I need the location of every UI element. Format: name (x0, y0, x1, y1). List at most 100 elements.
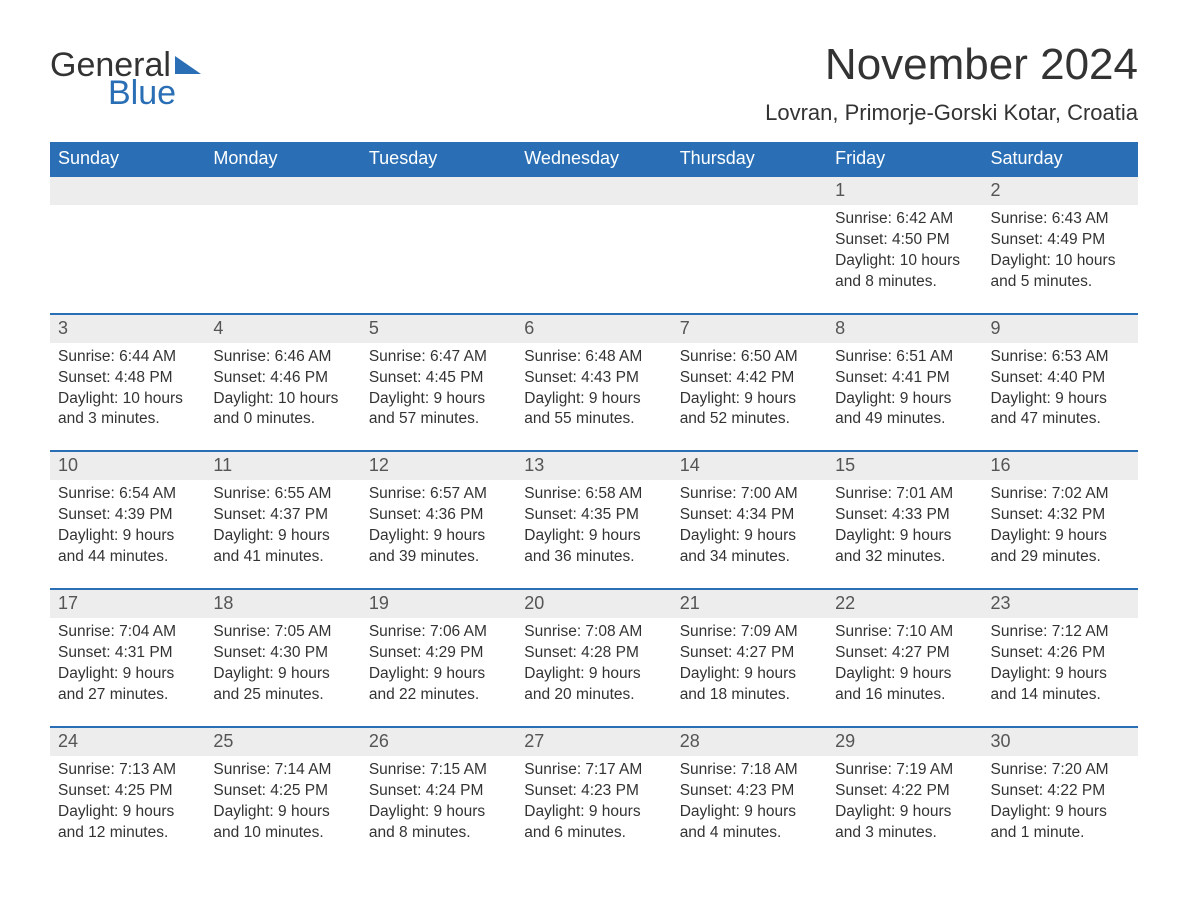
day-line-sunrise: Sunrise: 6:57 AM (369, 484, 508, 505)
day-line-day2: and 10 minutes. (213, 823, 352, 844)
day-line-day2: and 57 minutes. (369, 409, 508, 430)
day-line-sunset: Sunset: 4:22 PM (835, 781, 974, 802)
day-line-sunrise: Sunrise: 7:20 AM (991, 760, 1130, 781)
day-line-sunrise: Sunrise: 6:54 AM (58, 484, 197, 505)
day-line-day1: Daylight: 9 hours (991, 802, 1130, 823)
logo-word-blue: Blue (108, 76, 201, 110)
day-cell: 17Sunrise: 7:04 AMSunset: 4:31 PMDayligh… (50, 590, 205, 712)
day-number: 6 (516, 315, 671, 343)
day-number: 16 (983, 452, 1138, 480)
day-line-day1: Daylight: 9 hours (58, 526, 197, 547)
day-number: 11 (205, 452, 360, 480)
day-cell: 21Sunrise: 7:09 AMSunset: 4:27 PMDayligh… (672, 590, 827, 712)
day-line-day2: and 8 minutes. (369, 823, 508, 844)
dow-thursday: Thursday (672, 142, 827, 177)
day-body: Sunrise: 7:15 AMSunset: 4:24 PMDaylight:… (361, 756, 516, 850)
day-number: 1 (827, 177, 982, 205)
week-row: 10Sunrise: 6:54 AMSunset: 4:39 PMDayligh… (50, 450, 1138, 574)
day-line-day1: Daylight: 9 hours (524, 526, 663, 547)
day-body: Sunrise: 6:57 AMSunset: 4:36 PMDaylight:… (361, 480, 516, 574)
day-number: 26 (361, 728, 516, 756)
day-line-sunset: Sunset: 4:37 PM (213, 505, 352, 526)
day-line-day2: and 36 minutes. (524, 547, 663, 568)
day-line-sunset: Sunset: 4:46 PM (213, 368, 352, 389)
day-number: 15 (827, 452, 982, 480)
day-cell: 14Sunrise: 7:00 AMSunset: 4:34 PMDayligh… (672, 452, 827, 574)
calendar: Sunday Monday Tuesday Wednesday Thursday… (50, 142, 1138, 849)
day-line-sunset: Sunset: 4:23 PM (680, 781, 819, 802)
day-body: Sunrise: 7:09 AMSunset: 4:27 PMDaylight:… (672, 618, 827, 712)
day-line-day1: Daylight: 9 hours (369, 526, 508, 547)
day-line-day1: Daylight: 9 hours (680, 526, 819, 547)
day-cell: 11 Sunrise: 6:55 AMSunset: 4:37 PMDayligh… (205, 452, 360, 574)
day-line-sunset: Sunset: 4:42 PM (680, 368, 819, 389)
day-body: Sunrise: 7:04 AMSunset: 4:31 PMDaylight:… (50, 618, 205, 712)
day-line-sunrise: Sunrise: 6:46 AM (213, 347, 352, 368)
week-row: 24Sunrise: 7:13 AMSunset: 4:25 PMDayligh… (50, 726, 1138, 850)
day-cell (516, 177, 671, 299)
day-cell: 20Sunrise: 7:08 AMSunset: 4:28 PMDayligh… (516, 590, 671, 712)
dow-header-row: Sunday Monday Tuesday Wednesday Thursday… (50, 142, 1138, 177)
day-body: Sunrise: 7:20 AMSunset: 4:22 PMDaylight:… (983, 756, 1138, 850)
day-line-day1: Daylight: 9 hours (835, 526, 974, 547)
day-body: Sunrise: 7:19 AMSunset: 4:22 PMDaylight:… (827, 756, 982, 850)
day-body: Sunrise: 6:51 AMSunset: 4:41 PMDaylight:… (827, 343, 982, 437)
day-body: Sunrise: 6:42 AMSunset: 4:50 PMDaylight:… (827, 205, 982, 299)
day-body: Sunrise: 6:48 AMSunset: 4:43 PMDaylight:… (516, 343, 671, 437)
day-line-day2: and 49 minutes. (835, 409, 974, 430)
day-line-day1: Daylight: 9 hours (835, 389, 974, 410)
day-line-sunrise: Sunrise: 6:58 AM (524, 484, 663, 505)
day-line-day2: and 47 minutes. (991, 409, 1130, 430)
day-number: 14 (672, 452, 827, 480)
day-cell (672, 177, 827, 299)
day-cell: 6Sunrise: 6:48 AMSunset: 4:43 PMDaylight… (516, 315, 671, 437)
day-line-sunset: Sunset: 4:25 PM (58, 781, 197, 802)
day-line-sunrise: Sunrise: 6:48 AM (524, 347, 663, 368)
day-line-sunrise: Sunrise: 6:55 AM (213, 484, 352, 505)
day-line-sunrise: Sunrise: 7:01 AM (835, 484, 974, 505)
day-cell: 13Sunrise: 6:58 AMSunset: 4:35 PMDayligh… (516, 452, 671, 574)
day-line-sunrise: Sunrise: 7:06 AM (369, 622, 508, 643)
day-cell: 3Sunrise: 6:44 AMSunset: 4:48 PMDaylight… (50, 315, 205, 437)
day-line-day2: and 52 minutes. (680, 409, 819, 430)
day-cell: 8Sunrise: 6:51 AMSunset: 4:41 PMDaylight… (827, 315, 982, 437)
day-line-day2: and 55 minutes. (524, 409, 663, 430)
day-body: Sunrise: 7:14 AMSunset: 4:25 PMDaylight:… (205, 756, 360, 850)
day-line-day1: Daylight: 9 hours (680, 802, 819, 823)
day-line-day1: Daylight: 9 hours (524, 802, 663, 823)
day-line-day2: and 5 minutes. (991, 272, 1130, 293)
day-line-sunrise: Sunrise: 7:05 AM (213, 622, 352, 643)
day-line-sunset: Sunset: 4:27 PM (680, 643, 819, 664)
day-line-sunset: Sunset: 4:39 PM (58, 505, 197, 526)
day-line-day1: Daylight: 9 hours (835, 664, 974, 685)
day-number: 4 (205, 315, 360, 343)
day-number: 25 (205, 728, 360, 756)
day-line-day2: and 14 minutes. (991, 685, 1130, 706)
day-line-day1: Daylight: 9 hours (213, 526, 352, 547)
dow-tuesday: Tuesday (361, 142, 516, 177)
day-line-sunrise: Sunrise: 7:18 AM (680, 760, 819, 781)
day-cell: 12Sunrise: 6:57 AMSunset: 4:36 PMDayligh… (361, 452, 516, 574)
day-line-sunset: Sunset: 4:41 PM (835, 368, 974, 389)
day-cell: 16Sunrise: 7:02 AMSunset: 4:32 PMDayligh… (983, 452, 1138, 574)
day-body: Sunrise: 7:05 AMSunset: 4:30 PMDaylight:… (205, 618, 360, 712)
day-number: 19 (361, 590, 516, 618)
day-number: 7 (672, 315, 827, 343)
day-line-sunset: Sunset: 4:26 PM (991, 643, 1130, 664)
day-cell: 9Sunrise: 6:53 AMSunset: 4:40 PMDaylight… (983, 315, 1138, 437)
day-line-sunset: Sunset: 4:30 PM (213, 643, 352, 664)
day-body: Sunrise: 7:18 AMSunset: 4:23 PMDaylight:… (672, 756, 827, 850)
day-cell: 23Sunrise: 7:12 AMSunset: 4:26 PMDayligh… (983, 590, 1138, 712)
day-line-day1: Daylight: 10 hours (58, 389, 197, 410)
day-line-day1: Daylight: 9 hours (369, 802, 508, 823)
day-line-day2: and 8 minutes. (835, 272, 974, 293)
day-line-day1: Daylight: 9 hours (213, 802, 352, 823)
day-line-sunset: Sunset: 4:40 PM (991, 368, 1130, 389)
day-line-sunset: Sunset: 4:35 PM (524, 505, 663, 526)
day-cell: 7Sunrise: 6:50 AMSunset: 4:42 PMDaylight… (672, 315, 827, 437)
day-line-sunset: Sunset: 4:33 PM (835, 505, 974, 526)
day-line-day1: Daylight: 9 hours (991, 389, 1130, 410)
day-line-sunrise: Sunrise: 7:08 AM (524, 622, 663, 643)
day-line-day2: and 4 minutes. (680, 823, 819, 844)
day-line-sunrise: Sunrise: 7:19 AM (835, 760, 974, 781)
